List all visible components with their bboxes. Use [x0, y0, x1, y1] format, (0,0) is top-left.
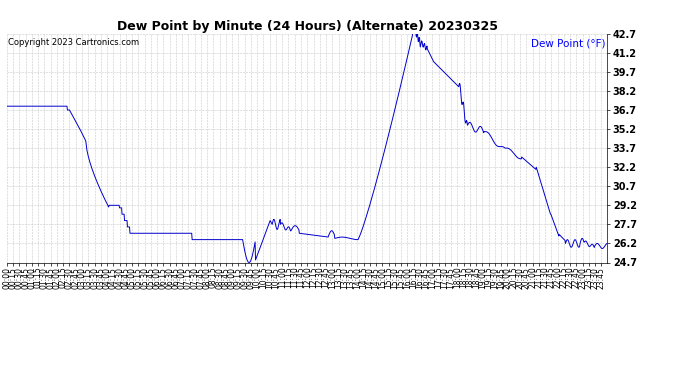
Text: Dew Point (°F): Dew Point (°F): [531, 38, 606, 48]
Title: Dew Point by Minute (24 Hours) (Alternate) 20230325: Dew Point by Minute (24 Hours) (Alternat…: [117, 20, 497, 33]
Text: Copyright 2023 Cartronics.com: Copyright 2023 Cartronics.com: [8, 38, 139, 47]
